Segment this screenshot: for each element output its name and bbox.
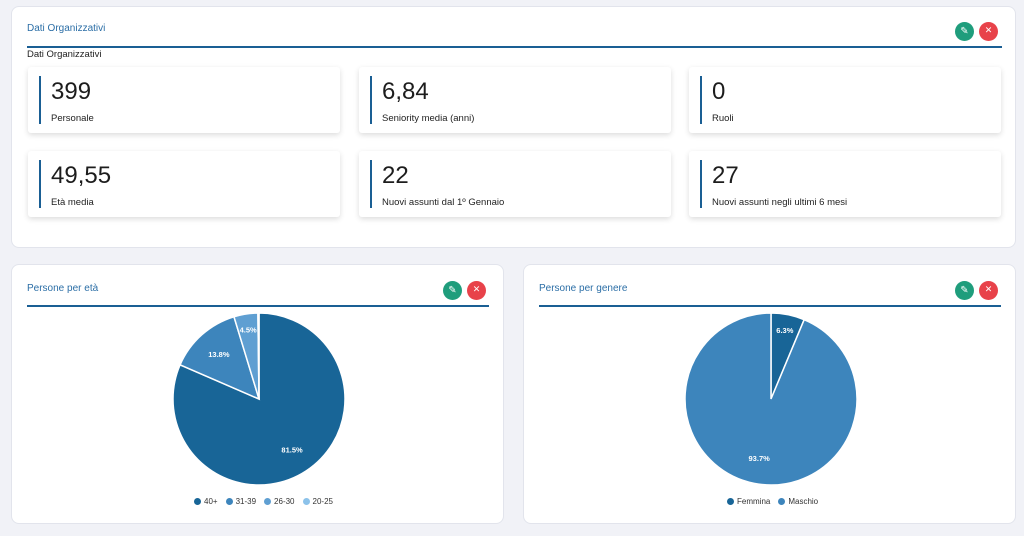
org-card-title: Dati Organizzativi [27, 23, 106, 34]
stat-card-nuovi-assunti-gennaio: 22 Nuovi assunti dal 1º Gennaio [359, 151, 671, 217]
gender-slice-label: 6.3% [776, 326, 793, 335]
gender-edit-button[interactable]: ✎ [955, 281, 974, 300]
legend-dot-icon [194, 498, 201, 505]
org-close-button[interactable]: ✕ [979, 22, 998, 41]
stat-label: Nuovi assunti dal 1º Gennaio [382, 197, 505, 208]
stat-card-seniority: 6,84 Seniority media (anni) [359, 67, 671, 133]
legend-dot-icon [225, 498, 233, 505]
stat-accent-bar [39, 160, 41, 208]
gender-legend-label: Femmina [737, 497, 771, 506]
stat-card-nuovi-assunti-6-mesi: 27 Nuovi assunti negli ultimi 6 mesi [689, 151, 1001, 217]
pencil-icon: ✎ [960, 26, 969, 37]
stat-accent-bar [39, 76, 41, 124]
age-slice-label: 81.5% [281, 445, 303, 454]
stat-accent-bar [700, 76, 702, 124]
stat-value: 6,84 [382, 78, 429, 105]
age-legend-label: 20-25 [312, 497, 333, 506]
stat-value: 0 [712, 78, 726, 105]
stat-card-eta-media: 49,55 Età media [28, 151, 340, 217]
stat-label: Personale [51, 113, 94, 124]
pencil-icon: ✎ [960, 285, 969, 296]
gender-chart-legend: Femmina Maschio [727, 497, 818, 506]
age-legend-item[interactable]: 26-30 [264, 497, 295, 506]
age-legend-item[interactable]: 20-25 [302, 497, 333, 506]
age-chart-legend: 40+ 31-39 26-30 20-25 [194, 497, 333, 506]
stat-accent-bar [700, 160, 702, 208]
legend-dot-icon [302, 498, 310, 505]
close-icon: ✕ [472, 285, 481, 295]
age-close-button[interactable]: ✕ [467, 281, 486, 300]
gender-pie-chart: 6.3% 93.7% [684, 312, 858, 486]
legend-dot-icon [264, 498, 272, 505]
stat-label: Nuovi assunti negli ultimi 6 mesi [712, 197, 848, 208]
org-data-card: Dati Organizzativi ✎ ✕ Dati Organizzativ… [11, 6, 1016, 248]
org-subtitle: Dati Organizzativi [27, 49, 102, 60]
age-legend-item[interactable]: 40+ [194, 497, 218, 506]
gender-card-title: Persone per genere [539, 283, 628, 294]
org-title-divider [27, 46, 1002, 48]
stat-accent-bar [370, 160, 372, 208]
age-legend-item[interactable]: 31-39 [225, 497, 257, 506]
age-card-title: Persone per età [27, 283, 99, 294]
stat-card-ruoli: 0 Ruoli [689, 67, 1001, 133]
gender-chart-card: Persone per genere ✎ ✕ 6.3% 93.7% Femmina… [523, 264, 1016, 524]
legend-dot-icon [778, 498, 786, 505]
close-icon: ✕ [984, 26, 993, 36]
stat-label: Seniority media (anni) [382, 113, 475, 124]
stat-value: 22 [382, 162, 409, 189]
gender-slice-maschio[interactable] [684, 312, 858, 486]
age-slice-20-25[interactable] [257, 312, 260, 400]
stat-accent-bar [370, 76, 372, 124]
gender-close-button[interactable]: ✕ [979, 281, 998, 300]
stat-label: Età media [51, 197, 94, 208]
pencil-icon: ✎ [448, 285, 457, 296]
legend-dot-icon [727, 498, 734, 505]
stat-card-personale: 399 Personale [28, 67, 340, 133]
age-legend-label: 40+ [204, 497, 218, 506]
gender-legend-item[interactable]: Maschio [778, 497, 818, 506]
age-legend-label: 31-39 [235, 497, 257, 506]
age-slice-label: 4.5% [240, 325, 257, 334]
gender-legend-item[interactable]: Femmina [727, 497, 770, 506]
age-chart-card: Persone per età ✎ ✕ 81.5% 13.8% 4.5% 40+ 31… [11, 264, 504, 524]
stat-value: 49,55 [51, 162, 112, 189]
age-legend-label: 26-30 [274, 497, 295, 506]
close-icon: ✕ [984, 285, 993, 295]
org-edit-button[interactable]: ✎ [955, 22, 974, 41]
age-slice-label: 13.8% [208, 350, 230, 359]
gender-slice-label: 93.7% [749, 454, 771, 463]
age-edit-button[interactable]: ✎ [443, 281, 462, 300]
age-slice-31-39[interactable] [179, 315, 261, 401]
stat-label: Ruoli [712, 113, 734, 124]
stat-value: 27 [712, 162, 739, 189]
stat-value: 399 [51, 78, 92, 105]
gender-legend-label: Maschio [788, 497, 819, 506]
age-pie-chart: 81.5% 13.8% 4.5% [172, 312, 346, 486]
age-title-divider [27, 305, 489, 307]
gender-title-divider [539, 305, 1001, 307]
